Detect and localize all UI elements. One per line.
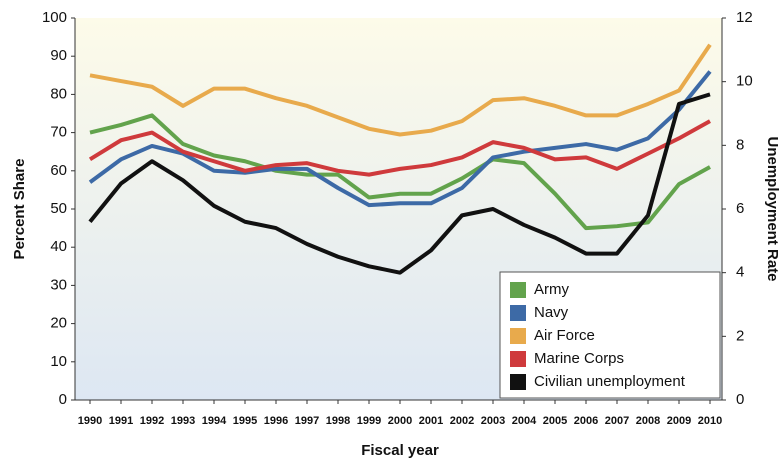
legend-label: Army xyxy=(534,281,569,298)
x-tick-label: 2001 xyxy=(419,415,443,427)
x-tick-label: 2003 xyxy=(481,415,505,427)
x-tick-label: 1999 xyxy=(357,415,381,427)
legend xyxy=(499,271,721,399)
y-tick-label: 50 xyxy=(50,200,67,217)
legend-label: Air Force xyxy=(534,327,595,344)
y-tick-label: 100 xyxy=(42,9,67,26)
y-tick-label: 10 xyxy=(50,353,67,370)
x-tick-label: 2007 xyxy=(605,415,629,427)
y-axis-label: Percent Share xyxy=(11,159,28,260)
series-line xyxy=(89,43,712,137)
series-line xyxy=(89,113,711,231)
y2-tick-label: 0 xyxy=(736,391,744,408)
x-tick-label: 2010 xyxy=(698,415,722,427)
legend-swatch xyxy=(510,305,526,321)
x-tick-label: 1997 xyxy=(295,415,319,427)
x-tick-label: 1998 xyxy=(326,415,350,427)
y-tick-label: 60 xyxy=(50,162,67,179)
legend-label: Marine Corps xyxy=(534,350,624,367)
y2-tick-label: 8 xyxy=(736,136,744,153)
y2-axis-label: Unemployment Rate xyxy=(764,136,781,281)
legend-label: Navy xyxy=(534,304,569,321)
legend-label: Civilian unemployment xyxy=(534,373,686,390)
series-line xyxy=(88,70,712,208)
y-tick-label: 90 xyxy=(50,47,67,64)
x-tick-label: 1996 xyxy=(264,415,288,427)
x-tick-label: 2000 xyxy=(388,415,412,427)
x-tick-label: 1995 xyxy=(233,415,257,427)
series-line xyxy=(88,119,711,177)
x-axis-label: Fiscal year xyxy=(361,442,439,459)
x-tick-label: 2005 xyxy=(543,415,567,427)
y-tick-label: 0 xyxy=(59,391,67,408)
x-tick-label: 2006 xyxy=(574,415,598,427)
y-tick-label: 70 xyxy=(50,124,67,141)
x-tick-label: 2008 xyxy=(636,415,660,427)
legend-swatch xyxy=(510,351,526,367)
x-tick-label: 1993 xyxy=(171,415,195,427)
series-line xyxy=(88,92,711,275)
x-tick-label: 2009 xyxy=(667,415,691,427)
legend-swatch xyxy=(510,328,526,344)
y2-tick-label: 4 xyxy=(736,264,744,281)
y-tick-label: 80 xyxy=(50,85,67,102)
y2-tick-label: 10 xyxy=(736,73,753,90)
x-tick-label: 2002 xyxy=(450,415,474,427)
y2-tick-label: 12 xyxy=(736,9,753,26)
x-tick-label: 1990 xyxy=(78,415,102,427)
legend-swatch xyxy=(510,282,526,298)
legend-swatch xyxy=(510,374,526,390)
x-tick-label: 1992 xyxy=(140,415,164,427)
x-tick-label: 1994 xyxy=(202,415,227,427)
y2-tick-label: 2 xyxy=(736,327,744,344)
x-tick-label: 2004 xyxy=(512,415,537,427)
y-tick-label: 40 xyxy=(50,238,67,255)
y-tick-label: 20 xyxy=(50,315,67,332)
y2-tick-label: 6 xyxy=(736,200,744,217)
y-tick-label: 30 xyxy=(50,276,67,293)
x-tick-label: 1991 xyxy=(109,415,133,427)
